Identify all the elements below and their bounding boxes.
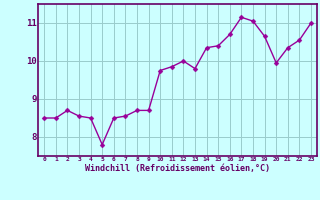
X-axis label: Windchill (Refroidissement éolien,°C): Windchill (Refroidissement éolien,°C) [85, 164, 270, 173]
